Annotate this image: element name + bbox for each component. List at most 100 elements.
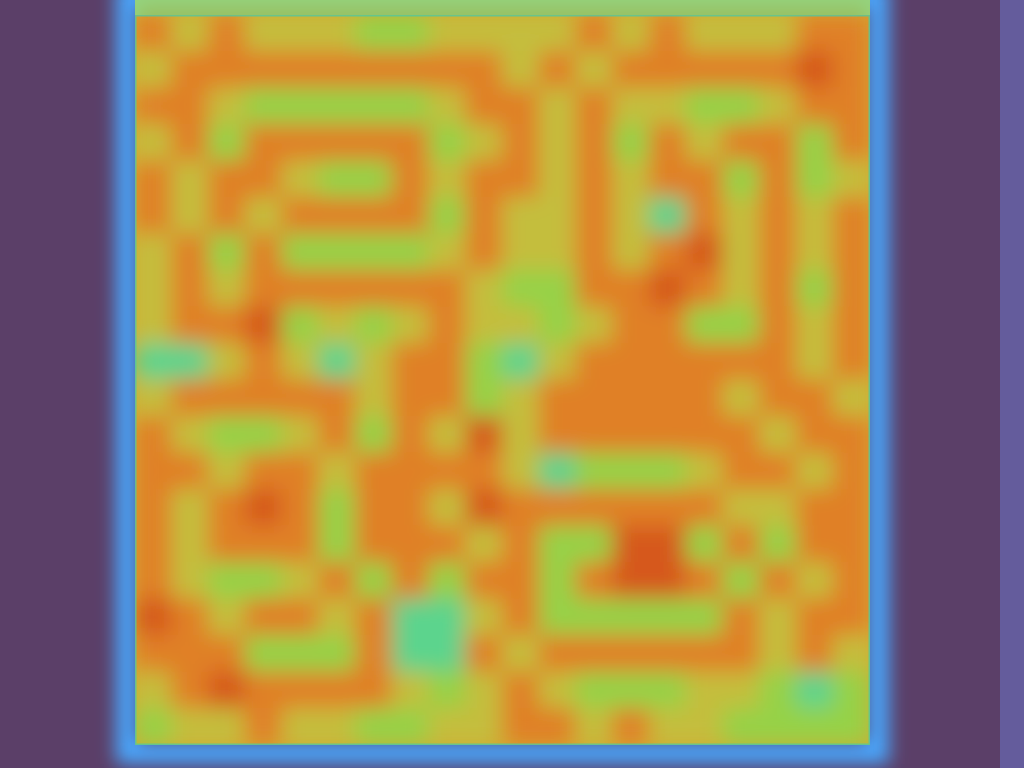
heatmap-cell <box>465 416 503 454</box>
heatmap-cell <box>539 161 577 199</box>
heatmap-cell <box>502 124 540 162</box>
heatmap-cell <box>796 526 834 564</box>
heatmap-cell <box>576 562 614 600</box>
heatmap-cell <box>208 197 246 235</box>
heatmap-cell <box>392 270 430 308</box>
heatmap-cell <box>355 161 393 199</box>
heatmap-cell <box>171 88 209 126</box>
heatmap-cell <box>759 526 797 564</box>
heatmap-cell <box>171 599 209 637</box>
heatmap-cell <box>759 562 797 600</box>
heatmap-cell <box>759 161 797 199</box>
heatmap-cell <box>649 124 687 162</box>
heatmap-cell <box>245 343 283 381</box>
heatmap-cell <box>723 672 761 710</box>
heatmap-cell <box>796 489 834 527</box>
heatmap-cell <box>355 489 393 527</box>
heatmap-cell <box>465 562 503 600</box>
heatmap-cell <box>649 453 687 491</box>
heatmap-cell <box>686 124 724 162</box>
heatmap-cell <box>796 672 834 710</box>
heatmap-cell <box>318 562 356 600</box>
heatmap-cell <box>759 599 797 637</box>
heatmap-cell <box>208 453 246 491</box>
heatmap-cell <box>135 708 172 745</box>
heatmap-cell <box>723 599 761 637</box>
heatmap-cell <box>208 124 246 162</box>
heatmap-cell <box>796 51 834 89</box>
heatmap-cell <box>576 672 614 710</box>
heatmap-cell <box>135 51 172 89</box>
heatmap-cell <box>576 635 614 673</box>
heatmap-cell <box>723 380 761 418</box>
heatmap-cell <box>465 234 503 272</box>
heatmap-cell <box>135 416 172 454</box>
heatmap-cell <box>833 599 870 637</box>
heatmap-cell <box>686 562 724 600</box>
heatmap-cell <box>502 197 540 235</box>
heatmap-cell <box>318 270 356 308</box>
heatmap-cell <box>208 343 246 381</box>
heatmap-cell <box>833 708 870 745</box>
heatmap-cell <box>502 526 540 564</box>
heatmap-cell <box>208 635 246 673</box>
field-border <box>135 15 870 745</box>
heatmap-cell <box>392 15 430 52</box>
heatmap-cell <box>135 234 172 272</box>
heatmap-cell <box>833 15 870 52</box>
heatmap-cell <box>282 489 320 527</box>
heatmap-cell <box>759 124 797 162</box>
heatmap-cell <box>171 672 209 710</box>
heatmap-cell <box>833 197 870 235</box>
heatmap-cell <box>502 15 540 52</box>
heatmap-cell <box>759 453 797 491</box>
heatmap-cell <box>245 15 283 52</box>
heatmap-cell <box>539 380 577 418</box>
heatmap-cell <box>208 599 246 637</box>
heatmap-cell <box>208 380 246 418</box>
heatmap-cell <box>392 234 430 272</box>
heatmap-cell <box>833 124 870 162</box>
heatmap-cell <box>723 635 761 673</box>
heatmap-cell <box>612 416 650 454</box>
heatmap-cell <box>502 307 540 345</box>
heatmap-cell <box>355 307 393 345</box>
heatmap-cell <box>282 88 320 126</box>
heatmap-cell <box>612 343 650 381</box>
heatmap-cell <box>429 380 467 418</box>
heatmap-cell <box>723 416 761 454</box>
heatmap-cell <box>171 416 209 454</box>
heatmap-cell <box>576 161 614 199</box>
heatmap-cell <box>171 562 209 600</box>
heatmap-cell <box>686 599 724 637</box>
heatmap-cell <box>759 489 797 527</box>
heatmap-cell <box>576 234 614 272</box>
heatmap-cell <box>208 88 246 126</box>
heatmap-cell <box>429 562 467 600</box>
heatmap-cell <box>539 672 577 710</box>
heatmap-cell <box>282 635 320 673</box>
heatmap-cell <box>759 380 797 418</box>
heatmap-cell <box>355 599 393 637</box>
heatmap-cell <box>282 124 320 162</box>
heatmap-cell <box>318 15 356 52</box>
heatmap-cell <box>318 416 356 454</box>
heatmap-cell <box>429 599 467 637</box>
heatmap-cell <box>355 453 393 491</box>
heatmap-cell <box>392 88 430 126</box>
heatmap-cell <box>282 672 320 710</box>
heatmap-cell <box>723 562 761 600</box>
heatmap-cell <box>318 599 356 637</box>
heatmap-cell <box>465 343 503 381</box>
heatmap-cell <box>502 416 540 454</box>
heatmap-cell <box>318 161 356 199</box>
heatmap-cell <box>833 453 870 491</box>
heatmap-cell <box>612 708 650 745</box>
heatmap-cell <box>649 88 687 126</box>
heatmap-cell <box>796 635 834 673</box>
heatmap-cell <box>355 708 393 745</box>
heatmap-cell <box>465 161 503 199</box>
heatmap-cell <box>282 526 320 564</box>
heatmap-cell <box>723 708 761 745</box>
heatmap-cell <box>318 51 356 89</box>
